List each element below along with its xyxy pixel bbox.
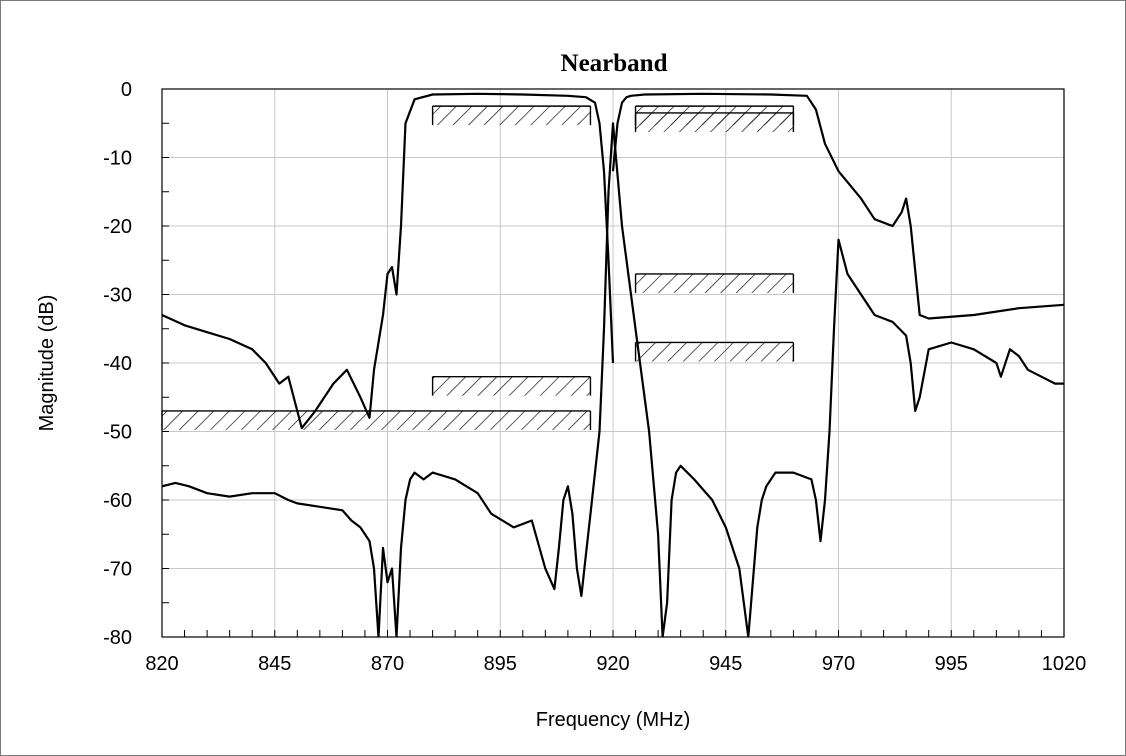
mask-hatch — [432, 376, 591, 396]
tick-labels: 820 845 870 895 920 945 970 995 1020 0 -10 -20 -30 -4… — [103, 79, 1086, 675]
series-line-3 — [162, 122, 1064, 637]
grid-layer — [161, 88, 1065, 638]
x-tick-label: 1020 — [1042, 653, 1087, 675]
series-line-2 — [611, 92, 1064, 320]
traces — [162, 92, 1064, 637]
y-tick-label: 0 — [121, 79, 132, 101]
x-tick-label: 845 — [258, 653, 291, 675]
y-tick-label: -50 — [103, 422, 132, 444]
x-tick-label: 895 — [484, 653, 517, 675]
y-tick-label: -80 — [103, 627, 132, 649]
chart-title: Nearband — [561, 50, 668, 77]
y-axis-label: Magnitude (dB) — [36, 295, 58, 432]
mask-hatch — [635, 342, 794, 362]
series-line-1 — [162, 92, 615, 430]
mask-hatch — [635, 273, 794, 293]
x-axis-label: Frequency (MHz) — [536, 709, 690, 731]
mask-hatch — [162, 410, 591, 430]
mask-hatch — [635, 112, 794, 132]
spec-mask — [634, 273, 795, 293]
x-tick-label: 920 — [596, 653, 629, 675]
y-tick-label: -10 — [103, 148, 132, 170]
x-tick-label: 970 — [822, 653, 855, 675]
spec-mask — [634, 112, 795, 132]
y-tick-label: -70 — [103, 559, 132, 581]
spec-mask — [161, 410, 592, 430]
spec-mask — [634, 341, 795, 362]
plot-area-border — [161, 88, 1065, 638]
x-tick-label: 945 — [709, 653, 742, 675]
spec-mask — [431, 376, 592, 396]
y-tick-label: -60 — [103, 490, 132, 512]
x-tick-label: 820 — [145, 653, 178, 675]
y-tick-label: -30 — [103, 285, 132, 307]
y-tick-label: -20 — [103, 216, 132, 238]
x-tick-label: 995 — [935, 653, 968, 675]
y-tick-label: -40 — [103, 353, 132, 375]
spec-mask — [431, 105, 592, 126]
x-tick-label: 870 — [371, 653, 404, 675]
mask-hatch — [432, 106, 591, 126]
spec-masks — [161, 105, 795, 430]
